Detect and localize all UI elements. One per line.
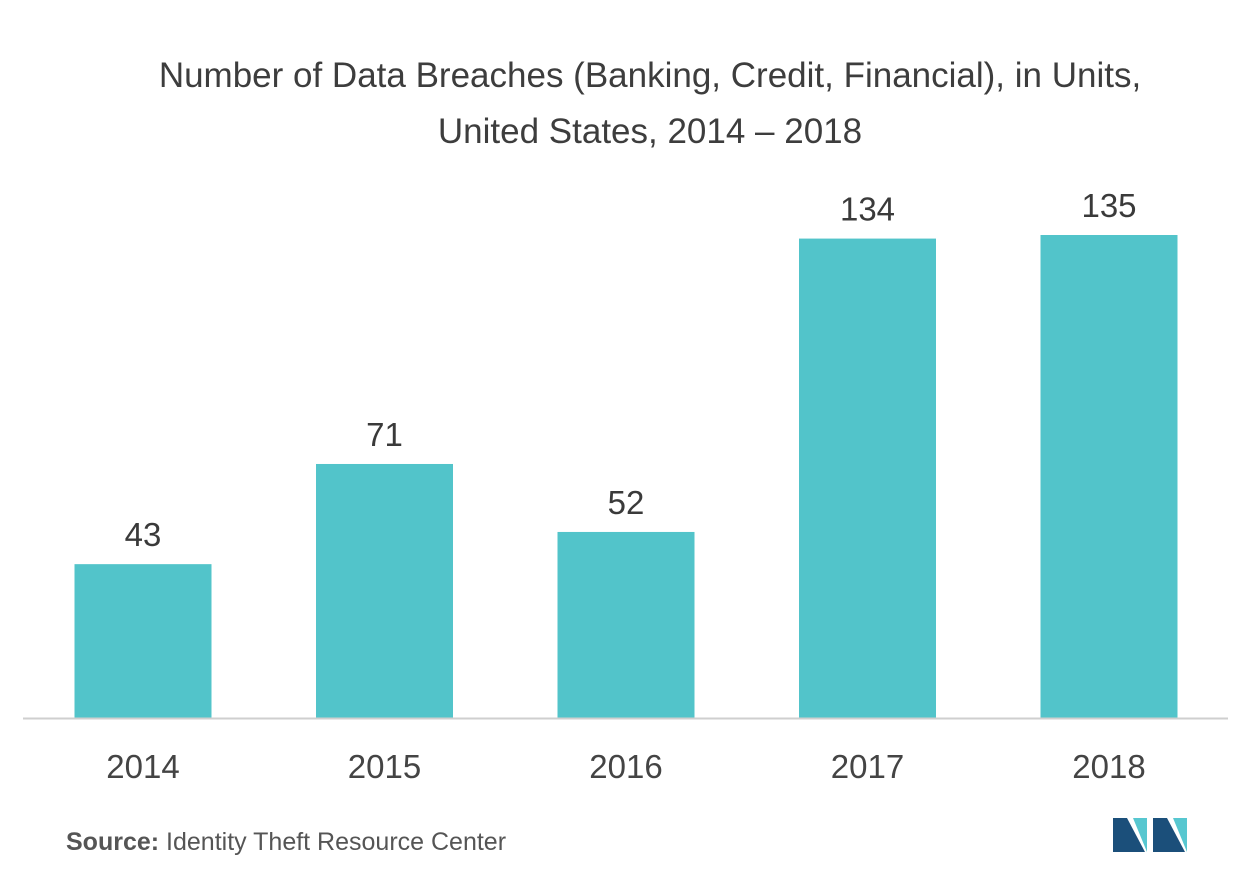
x-tick-label-2016: 2016 [589, 748, 662, 785]
x-tick-label-2017: 2017 [831, 748, 904, 785]
logo-shape-mid [1133, 818, 1147, 852]
brand-logo-icon [1113, 818, 1187, 852]
data-label-2016: 52 [608, 484, 645, 521]
source-label: Source: [66, 828, 160, 856]
data-label-2015: 71 [366, 416, 403, 453]
data-label-2018: 135 [1081, 187, 1136, 224]
logo-shape-left [1113, 818, 1145, 852]
bar-2015 [316, 463, 453, 718]
source-text: Identity Theft Resource Center [166, 828, 507, 856]
bar-2017 [799, 238, 936, 719]
x-tick-label-2018: 2018 [1072, 748, 1145, 785]
bar-2014 [74, 564, 212, 718]
data-label-2014: 43 [125, 516, 162, 553]
bar-2018 [1040, 235, 1178, 718]
source-note: Source: Identity Theft Resource Center [66, 828, 506, 857]
data-label-2017: 134 [840, 191, 895, 228]
x-tick-label-2014: 2014 [106, 748, 179, 785]
bars-layer [74, 235, 1178, 719]
chart-title: Number of Data Breaches (Banking, Credit… [158, 56, 1142, 151]
bar-2016 [557, 531, 695, 718]
x-tick-label-2015: 2015 [348, 748, 421, 785]
labels-layer: 43 2014 71 2015 52 2016 134 2017 135 2018 [106, 187, 1145, 785]
logo-shape-tip [1173, 818, 1187, 852]
logo-shape-right [1153, 818, 1185, 852]
